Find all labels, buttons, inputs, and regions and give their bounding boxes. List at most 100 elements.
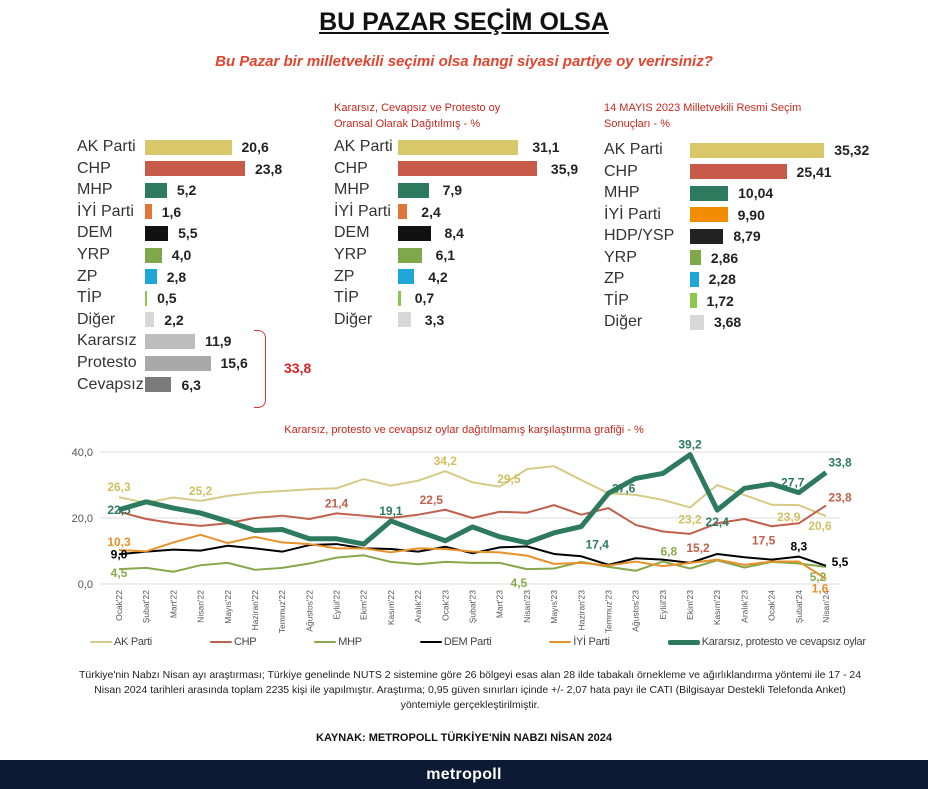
bar-value: 2,8 <box>166 268 187 285</box>
legend-swatch <box>90 641 112 643</box>
footer-bar: metropoll <box>0 760 928 789</box>
data-label: 10,3 <box>107 535 131 549</box>
bar-row: İYİ Parti 9,90 <box>604 205 904 225</box>
bar-label: ZP <box>604 270 625 287</box>
bar-label: MHP <box>604 184 640 201</box>
bar-row: CHP 23,8 <box>77 159 377 179</box>
bar <box>398 290 401 306</box>
bar-row: YRP 6,1 <box>334 245 634 265</box>
data-label: 39,2 <box>678 440 702 452</box>
x-tick-label: Şubat'23 <box>468 590 478 624</box>
x-tick-label: Ekim'22 <box>359 590 369 620</box>
legend-label: MHP <box>338 636 362 648</box>
data-label: 23,8 <box>828 490 852 504</box>
bar <box>690 228 724 244</box>
bar <box>145 333 195 349</box>
data-label: 4,5 <box>111 566 128 580</box>
bar-value: 1,6 <box>161 203 182 220</box>
x-tick-label: Nisan'22 <box>196 590 206 623</box>
bar-row: AK Parti 35,32 <box>604 140 904 160</box>
bar-row: İYİ Parti 2,4 <box>334 202 634 222</box>
data-label: 9,0 <box>111 547 128 561</box>
bar-label: AK Parti <box>77 138 136 155</box>
bar-row: Cevapsız 6,3 <box>77 375 377 395</box>
x-tick-label: Mayıs'23 <box>549 590 559 624</box>
bar-label: ZP <box>334 267 355 285</box>
x-tick-label: Temmuz'23 <box>603 590 613 633</box>
legend-item: CHP <box>209 636 257 648</box>
data-label: 29,5 <box>497 472 521 486</box>
bar <box>690 142 825 158</box>
series-line <box>118 554 827 573</box>
bar-row: MHP 10,04 <box>604 183 904 203</box>
series-line <box>118 543 827 567</box>
undecided-bracket <box>254 330 266 408</box>
legend-item: İYİ Parti <box>549 636 610 648</box>
source-line: KAYNAK: METROPOLL TÜRKİYE'NİN NABZI NİSA… <box>316 732 612 744</box>
bar-value: 15,6 <box>220 355 248 371</box>
bar-row: MHP 7,9 <box>334 180 634 200</box>
data-label: 33,8 <box>828 455 852 469</box>
x-tick-label: Eylül'23 <box>658 590 668 620</box>
bar-label: MHP <box>77 181 113 199</box>
bar <box>398 225 431 241</box>
x-tick-label: Ağustos'23 <box>631 590 641 632</box>
legend-swatch <box>419 641 442 643</box>
page-title: BU PAZAR SEÇİM OLSA <box>319 8 609 36</box>
panel-3-title-line1: 14 MAYIS 2023 Milletvekili Resmi Seçim <box>604 102 802 114</box>
bar-value: 6,3 <box>181 376 201 393</box>
bar <box>690 207 728 222</box>
bar-label: AK Parti <box>604 141 663 158</box>
y-tick-label: 0,0 <box>78 579 93 591</box>
bar-label: İYİ Parti <box>77 202 134 220</box>
bar-label: DEM <box>77 224 113 242</box>
legend-item: AK Parti <box>90 636 152 648</box>
bar <box>398 161 537 177</box>
x-tick-label: Nisan'24 <box>821 590 831 623</box>
data-label: 27,7 <box>781 476 805 490</box>
data-label: 19,1 <box>379 504 403 518</box>
legend-label: DEM Parti <box>443 636 492 648</box>
legend-item: Kararsız, protesto ve cevapsız oylar <box>667 636 866 648</box>
bar-value: 8,79 <box>733 228 761 244</box>
bar <box>398 182 429 198</box>
bar-row: TİP 0,7 <box>334 288 634 308</box>
bar-row: İYİ Parti 1,6 <box>77 202 377 222</box>
data-label: 20,6 <box>808 519 832 533</box>
bar <box>690 293 697 308</box>
bar <box>145 139 232 155</box>
bar <box>690 271 699 287</box>
x-tick-label: Mart'22 <box>168 590 178 618</box>
bar <box>398 204 408 220</box>
bar-value: 8,4 <box>444 225 464 242</box>
bar-row: ZP 2,8 <box>77 267 377 287</box>
x-tick-label: Ocak'22 <box>114 590 124 621</box>
bar-row: YRP 4,0 <box>77 245 377 265</box>
bar-label: Kararsız <box>77 332 137 350</box>
data-label: 17,4 <box>586 538 610 552</box>
legend-swatch <box>667 639 700 645</box>
bar <box>398 312 411 328</box>
bar-value: 7,9 <box>442 182 463 199</box>
bar-row: DEM 5,5 <box>77 223 377 243</box>
x-tick-label: Mayıs'22 <box>223 590 233 624</box>
legend-label: Kararsız, protesto ve cevapsız oylar <box>701 636 866 648</box>
bar <box>145 247 162 263</box>
bar-row: CHP 35,9 <box>334 159 634 179</box>
bar-row: YRP 2,86 <box>604 248 904 268</box>
bar-value: 35,32 <box>834 142 870 158</box>
bar-label: YRP <box>77 246 110 263</box>
bar-label: Diğer <box>334 310 373 328</box>
bar-row: Protesto 15,6 <box>77 353 377 373</box>
bar-label: Diğer <box>77 310 116 328</box>
x-tick-label: Kasım'22 <box>386 590 396 625</box>
legend-item: DEM Parti <box>419 636 492 648</box>
x-tick-label: Ekim'23 <box>685 590 695 620</box>
data-label: 22,5 <box>420 493 444 507</box>
bar-label: ZP <box>77 267 98 285</box>
data-label: 8,3 <box>790 540 807 554</box>
bar <box>690 185 729 201</box>
x-tick-label: Mart'23 <box>495 590 505 618</box>
bar <box>145 269 157 285</box>
bar-label: CHP <box>604 162 638 180</box>
